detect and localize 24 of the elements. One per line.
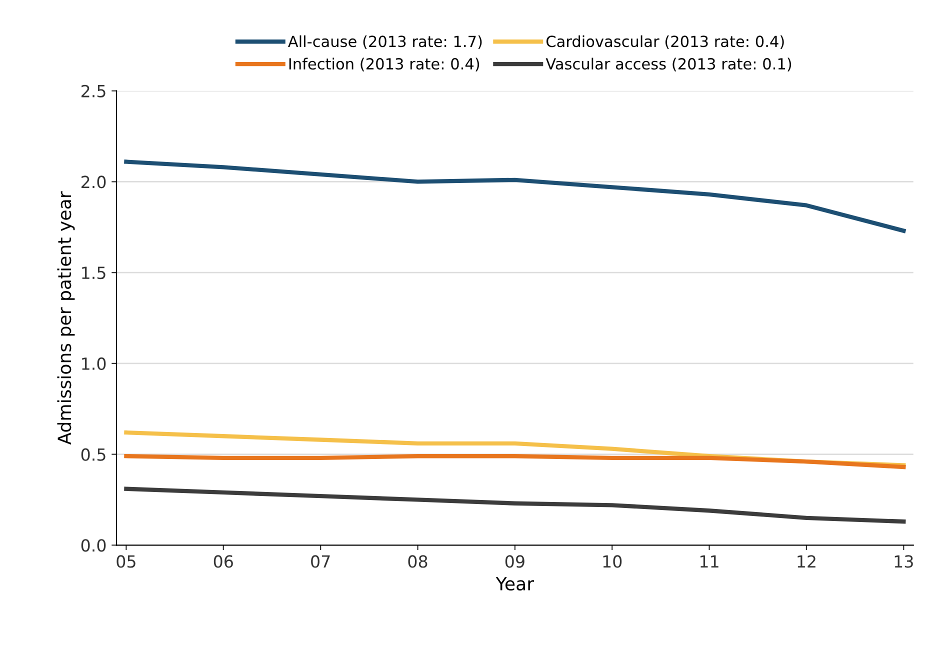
- x-tick-label: 10: [603, 555, 622, 568]
- y-tick-label: 0.5: [81, 448, 106, 461]
- y-tick-label: 1.0: [82, 357, 106, 370]
- y-axis-title: Admissions per patient year: [57, 191, 75, 445]
- y-tick-label: 0.0: [81, 539, 106, 552]
- line-series: [124, 454, 906, 470]
- x-tick-label: 09: [505, 555, 524, 568]
- x-axis-title: Year: [496, 577, 534, 591]
- line-series: [124, 486, 906, 524]
- y-tick-label: 2.5: [81, 84, 106, 98]
- legend-label: Cardiovascular (2013 rate: 0.4): [546, 35, 784, 49]
- y-tick-label: 1.5: [82, 266, 106, 280]
- y-tick-label: 2.0: [81, 176, 106, 188]
- x-tick-label: 05: [116, 555, 136, 568]
- legend-label: Infection (2013 rate: 0.4): [289, 58, 480, 72]
- legend-label: All-cause (2013 rate: 1.7): [288, 35, 482, 49]
- x-tick-label: 11: [700, 555, 718, 568]
- x-tick-label: 07: [311, 555, 330, 568]
- x-tick-label: 06: [214, 555, 233, 568]
- line-series: [124, 160, 906, 233]
- legend-label: Vascular access (2013 rate: 0.1): [546, 58, 792, 72]
- x-tick-label: 12: [798, 555, 816, 568]
- x-tick-label: 08: [408, 555, 428, 568]
- x-tick-label: 13: [894, 555, 913, 568]
